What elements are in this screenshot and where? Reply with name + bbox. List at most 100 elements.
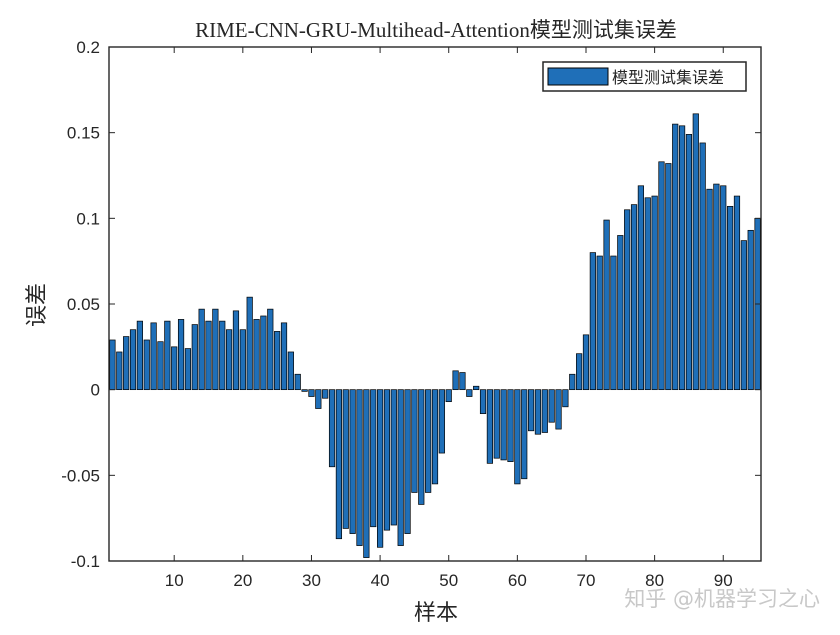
- bar: [713, 183, 720, 391]
- bar: [658, 161, 665, 391]
- bar: [109, 339, 116, 391]
- bar: [123, 336, 130, 391]
- bar: [445, 389, 452, 403]
- bar: [493, 389, 500, 459]
- bar: [184, 348, 192, 391]
- bar: [617, 235, 624, 391]
- bar: [177, 319, 185, 391]
- bar: [534, 389, 542, 435]
- bar: [630, 204, 638, 391]
- bar: [678, 125, 686, 391]
- bar: [136, 320, 143, 391]
- bar: [116, 351, 123, 391]
- bar: [335, 389, 343, 540]
- bar: [665, 163, 672, 391]
- bar: [342, 389, 349, 529]
- y-tick-label: 0.2: [76, 38, 100, 57]
- bar: [129, 329, 137, 391]
- x-tick-label: 40: [371, 571, 390, 590]
- legend-label: 模型测试集误差: [612, 69, 724, 87]
- bar: [548, 389, 555, 423]
- bar: [349, 389, 356, 534]
- bar: [383, 389, 391, 531]
- legend-swatch: [547, 67, 609, 86]
- bar: [274, 331, 281, 391]
- bar: [527, 389, 535, 432]
- bar: [541, 389, 548, 433]
- bar: [322, 389, 329, 399]
- bar: [164, 320, 171, 391]
- bar: [582, 334, 590, 391]
- bar: [452, 370, 459, 391]
- bar: [555, 389, 562, 430]
- bar: [260, 315, 267, 391]
- x-tick-label: 80: [645, 571, 664, 590]
- axes-layer: [108, 46, 762, 562]
- bar: [226, 329, 233, 391]
- x-tick-label: 60: [508, 571, 527, 590]
- bar: [191, 324, 198, 391]
- bar: [280, 322, 288, 391]
- bar: [308, 389, 315, 397]
- bar: [521, 389, 528, 480]
- bar: [143, 339, 150, 391]
- bar: [466, 389, 473, 397]
- bar: [692, 113, 699, 391]
- bar: [404, 389, 411, 534]
- bar: [150, 322, 157, 391]
- bar: [328, 389, 336, 468]
- bar: [740, 240, 747, 391]
- bar: [315, 389, 322, 409]
- bar: [637, 185, 644, 391]
- x-tick-label: 20: [233, 571, 252, 590]
- bar: [390, 389, 397, 526]
- bar: [727, 205, 734, 391]
- y-tick-label: 0.05: [67, 295, 100, 314]
- bar: [253, 319, 260, 391]
- chart-title: RIME-CNN-GRU-Multihead-Attention模型测试集误差: [195, 18, 677, 42]
- bar: [205, 320, 212, 391]
- bar: [397, 389, 404, 546]
- bar: [514, 389, 521, 485]
- bar: [459, 372, 466, 391]
- bar: [733, 195, 741, 391]
- bar: [486, 389, 494, 464]
- bar: [699, 142, 706, 391]
- bar: [479, 389, 487, 415]
- bar: [171, 346, 178, 391]
- bar: [596, 255, 603, 391]
- bar: [747, 229, 754, 391]
- bar: [232, 310, 240, 391]
- bar: [246, 296, 253, 391]
- y-tick-label: -0.1: [71, 552, 100, 571]
- bar: [363, 389, 370, 558]
- bar: [418, 389, 425, 505]
- y-tick-label: 0.1: [76, 209, 100, 228]
- bar: [431, 389, 439, 485]
- bar: [219, 320, 226, 391]
- bar: [287, 351, 294, 391]
- bar: [157, 341, 164, 391]
- bar: [576, 353, 583, 391]
- bar: [507, 389, 514, 462]
- bars-layer: [109, 47, 761, 561]
- x-tick-label: 30: [302, 571, 321, 590]
- y-tick-label: 0: [91, 381, 100, 400]
- bar: [569, 373, 576, 391]
- y-tick-label: 0.15: [67, 124, 100, 143]
- bar: [377, 389, 384, 548]
- bar: [212, 308, 219, 391]
- x-tick-label: 90: [714, 571, 733, 590]
- bar: [425, 389, 432, 493]
- bar: [356, 389, 363, 546]
- bar: [651, 195, 658, 391]
- bar: [603, 219, 610, 391]
- bar: [438, 389, 445, 454]
- bar: [589, 252, 596, 391]
- bar: [294, 373, 301, 391]
- bar: [685, 134, 693, 391]
- x-tick-label: 10: [165, 571, 184, 590]
- bar: [411, 389, 418, 493]
